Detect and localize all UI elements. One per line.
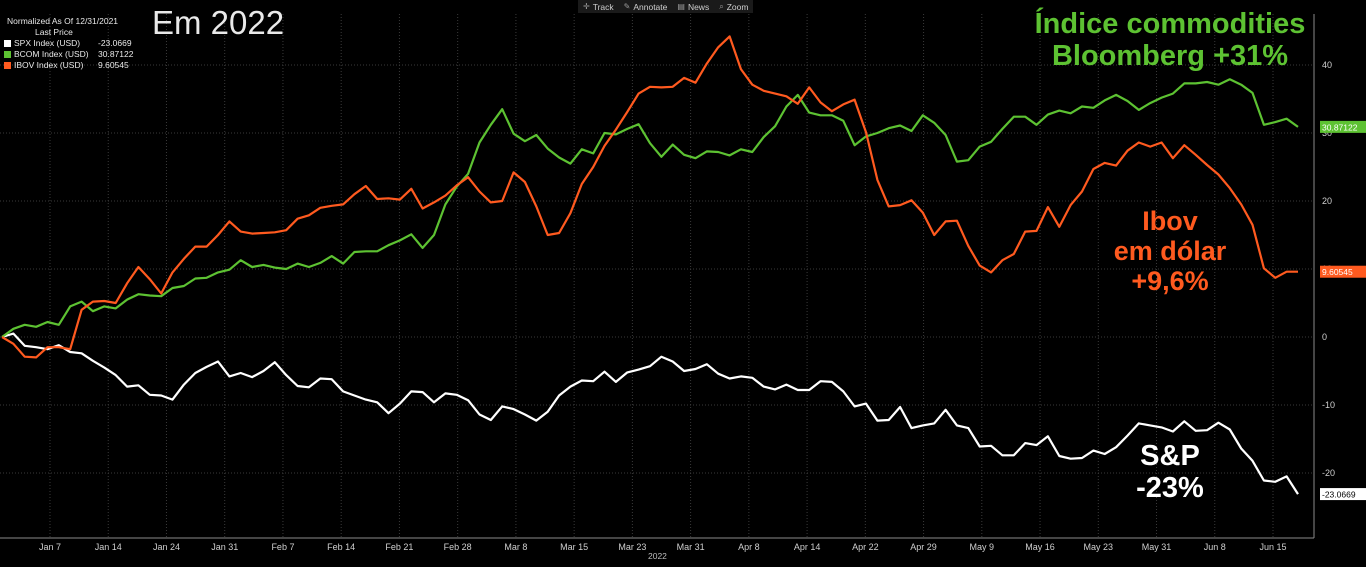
annotation-line: em dólar — [1113, 236, 1227, 267]
last-value-tag — [1320, 265, 1366, 278]
news-label: News — [687, 1, 710, 12]
x-tick-label: Feb 21 — [385, 542, 413, 552]
zoom-button[interactable]: ⌕ Zoom — [714, 0, 753, 13]
x-tick-label: Jun 15 — [1259, 542, 1286, 552]
y-tick-label: -20 — [1322, 468, 1335, 478]
annotation-line: Índice commodities — [1034, 8, 1306, 40]
annotation-line: +9,6% — [1131, 266, 1209, 297]
legend-name: BCOM Index (USD) — [14, 49, 89, 59]
zoom-label: Zoom — [726, 1, 749, 12]
y-tick-label: 20 — [1322, 196, 1332, 206]
year-label: 2022 — [648, 551, 667, 561]
track-label: Track — [592, 1, 614, 12]
series-line — [1, 78, 1299, 338]
x-tick-label: Mar 31 — [677, 542, 705, 552]
track-button[interactable]: ✛ Track — [578, 0, 619, 13]
annotate-button[interactable]: ✎ Annotate — [619, 0, 673, 13]
y-tick-label: -10 — [1322, 400, 1335, 410]
series-line — [1, 35, 1298, 359]
x-tick-label: Jun 8 — [1204, 542, 1226, 552]
x-tick-label: Apr 8 — [738, 542, 760, 552]
last-value-tag — [1320, 488, 1366, 501]
legend-name: SPX Index (USD) — [14, 38, 81, 48]
annotation-line: S&P — [1140, 440, 1200, 472]
y-tick-label: 0 — [1322, 332, 1327, 342]
legend-name: IBOV Index (USD) — [14, 60, 84, 70]
legend-entry-ibov: IBOV Index (USD) 9.60545 — [4, 60, 146, 71]
spx-annotation: S&P -23% — [1100, 440, 1240, 505]
chart-legend: Normalized As Of 12/31/2021 Last Price S… — [4, 16, 146, 71]
annotation-line: Bloomberg +31% — [1051, 40, 1289, 73]
bcom-swatch — [4, 51, 11, 58]
x-tick-label: May 23 — [1084, 542, 1114, 552]
chart-toolbar: ✛ Track ✎ Annotate ▤ News ⌕ Zoom — [578, 0, 754, 13]
spx-swatch — [4, 40, 11, 47]
pencil-icon: ✎ — [623, 2, 631, 11]
ibov-swatch — [4, 62, 11, 69]
annotation-line: Ibov — [1142, 206, 1198, 236]
legend-subheader: Last Price — [35, 27, 73, 37]
series-lines — [1, 35, 1299, 495]
legend-entry-spx: SPX Index (USD) -23.0669 — [4, 38, 146, 49]
x-tick-label: Apr 29 — [910, 542, 937, 552]
last-value-label: 9.60545 — [1322, 267, 1353, 277]
x-tick-label: Jan 14 — [95, 542, 122, 552]
x-tick-label: Jan 7 — [39, 542, 61, 552]
last-value-label: -23.0669 — [1322, 490, 1356, 500]
x-tick-label: May 9 — [970, 542, 995, 552]
bcom-annotation: Índice commodities Bloomberg +31% — [1020, 8, 1320, 73]
y-tick-label: 40 — [1322, 60, 1332, 70]
page-title: Em 2022 — [152, 4, 285, 41]
gridlines — [0, 14, 1314, 538]
last-value-label: 30.87122 — [1322, 122, 1358, 132]
x-tick-label: Mar 15 — [560, 542, 588, 552]
legend-value: 30.87122 — [98, 49, 134, 59]
ibov-annotation: Ibov em dólar +9,6% — [1065, 206, 1275, 297]
y-tick-label: 30 — [1322, 128, 1332, 138]
x-tick-label: May 16 — [1025, 542, 1055, 552]
annotation-line: -23% — [1136, 472, 1204, 505]
annotate-label: Annotate — [633, 1, 668, 12]
x-tick-label: Apr 14 — [794, 542, 821, 552]
magnifier-icon: ⌕ — [719, 1, 724, 11]
x-tick-label: Feb 28 — [444, 542, 472, 552]
news-button[interactable]: ▤ News — [672, 0, 714, 13]
last-value-tag — [1320, 120, 1366, 133]
x-tick-label: Mar 8 — [504, 542, 527, 552]
legend-value: 9.60545 — [98, 60, 129, 70]
x-tick-label: Feb 14 — [327, 542, 355, 552]
x-tick-label: Jan 24 — [153, 542, 180, 552]
x-tick-label: Apr 22 — [852, 542, 879, 552]
legend-entry-bcom: BCOM Index (USD) 30.87122 — [4, 49, 146, 60]
x-tick-label: Mar 23 — [618, 542, 646, 552]
series-line — [1, 332, 1299, 495]
legend-value: -23.0669 — [98, 38, 132, 48]
x-tick-label: Feb 7 — [271, 542, 294, 552]
news-icon: ▤ — [677, 2, 685, 11]
x-tick-label: Jan 31 — [211, 542, 238, 552]
legend-header: Normalized As Of 12/31/2021 — [7, 16, 119, 26]
x-tick-label: May 31 — [1142, 542, 1172, 552]
crosshair-icon: ✛ — [583, 2, 590, 11]
